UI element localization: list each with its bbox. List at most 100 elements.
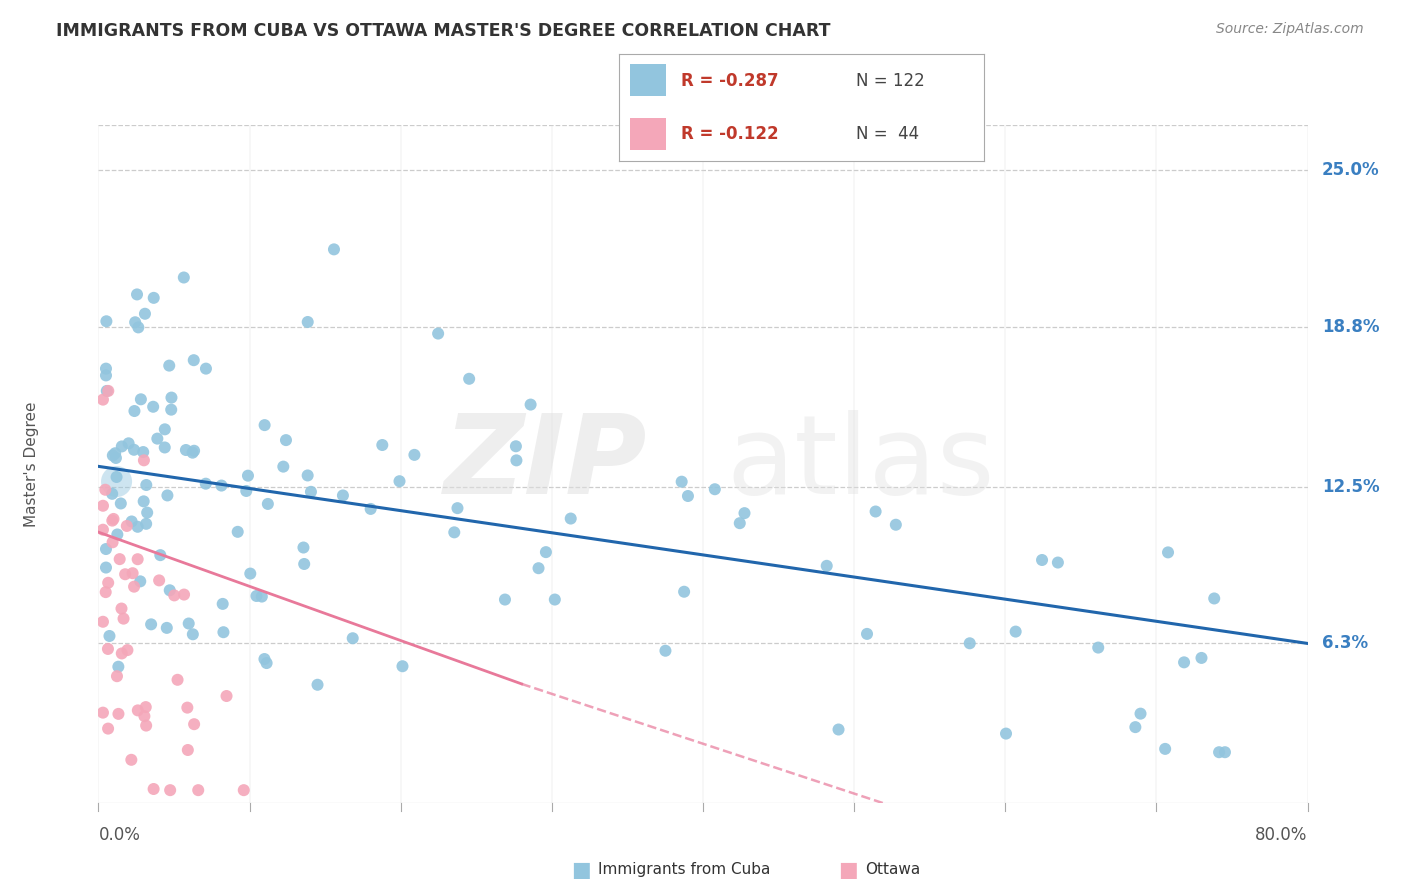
Text: IMMIGRANTS FROM CUBA VS OTTAWA MASTER'S DEGREE CORRELATION CHART: IMMIGRANTS FROM CUBA VS OTTAWA MASTER'S … xyxy=(56,22,831,40)
Point xyxy=(107,659,129,673)
Point xyxy=(94,542,117,557)
Point xyxy=(534,545,557,559)
Point xyxy=(91,523,114,537)
Point xyxy=(101,487,124,501)
Point xyxy=(105,470,128,484)
Point xyxy=(307,678,329,692)
Point xyxy=(160,391,183,405)
Point xyxy=(142,400,165,414)
Point xyxy=(256,656,278,670)
Point xyxy=(181,445,204,459)
Point xyxy=(458,372,481,386)
Point xyxy=(239,566,262,581)
Point xyxy=(135,718,157,732)
Text: R = -0.287: R = -0.287 xyxy=(681,72,779,90)
Bar xyxy=(630,64,666,96)
Point xyxy=(519,398,541,412)
Point xyxy=(120,753,142,767)
Point xyxy=(127,320,149,334)
Point xyxy=(211,478,233,492)
Point xyxy=(160,402,183,417)
Point xyxy=(187,783,209,797)
Point xyxy=(94,368,117,383)
Point xyxy=(292,557,315,571)
Point xyxy=(135,516,157,531)
Point xyxy=(121,515,143,529)
Point xyxy=(132,494,155,508)
Point xyxy=(127,703,149,717)
Point xyxy=(153,422,176,436)
Point xyxy=(94,585,117,599)
Text: atlas: atlas xyxy=(725,410,994,517)
Point xyxy=(297,468,319,483)
Point xyxy=(211,597,233,611)
Point xyxy=(142,291,165,305)
Text: Source: ZipAtlas.com: Source: ZipAtlas.com xyxy=(1216,22,1364,37)
Text: ■: ■ xyxy=(571,860,591,880)
Point xyxy=(111,439,134,453)
Point xyxy=(1191,651,1213,665)
Point xyxy=(157,359,180,373)
Point xyxy=(91,615,114,629)
Point xyxy=(149,548,172,562)
Point xyxy=(156,621,179,635)
Point xyxy=(125,287,148,301)
Point xyxy=(111,647,134,661)
Point xyxy=(117,643,139,657)
Point xyxy=(159,583,181,598)
Point xyxy=(135,478,157,492)
Point xyxy=(250,590,273,604)
Point xyxy=(226,524,249,539)
Point xyxy=(110,496,132,510)
Point xyxy=(112,612,135,626)
Point xyxy=(560,511,582,525)
Point xyxy=(505,439,527,453)
Point xyxy=(153,441,176,455)
Point xyxy=(91,706,114,720)
Point xyxy=(129,392,152,407)
Point xyxy=(856,627,879,641)
Point xyxy=(177,743,200,757)
Point xyxy=(245,589,267,603)
Point xyxy=(865,504,887,518)
Point xyxy=(127,520,149,534)
Point xyxy=(1204,591,1226,606)
Bar xyxy=(630,118,666,150)
Point xyxy=(96,384,118,398)
Point xyxy=(124,315,146,329)
Point xyxy=(101,514,124,528)
Point xyxy=(673,584,696,599)
Text: ■: ■ xyxy=(838,860,858,880)
Point xyxy=(253,652,276,666)
Point xyxy=(94,361,117,376)
Text: 6.3%: 6.3% xyxy=(1322,634,1368,652)
Point xyxy=(132,453,155,467)
Point xyxy=(163,588,186,602)
Text: N =  44: N = 44 xyxy=(856,126,920,144)
Point xyxy=(129,574,152,589)
Point xyxy=(446,501,468,516)
Point xyxy=(146,432,169,446)
Point xyxy=(959,636,981,650)
Point xyxy=(134,307,156,321)
Point xyxy=(91,499,114,513)
Text: 80.0%: 80.0% xyxy=(1256,826,1308,844)
Point xyxy=(194,476,217,491)
Point xyxy=(360,502,382,516)
Point xyxy=(544,592,567,607)
Point xyxy=(1004,624,1026,639)
Point xyxy=(1031,553,1053,567)
Point xyxy=(173,270,195,285)
Point xyxy=(273,459,295,474)
Point xyxy=(114,567,136,582)
Point xyxy=(139,617,162,632)
Point xyxy=(253,418,276,433)
Point xyxy=(427,326,450,341)
Point xyxy=(104,446,127,460)
Point xyxy=(734,506,756,520)
Point xyxy=(703,482,725,496)
Point xyxy=(97,642,120,657)
Point xyxy=(299,484,322,499)
Point xyxy=(1125,720,1147,734)
Text: 0.0%: 0.0% xyxy=(98,826,141,844)
